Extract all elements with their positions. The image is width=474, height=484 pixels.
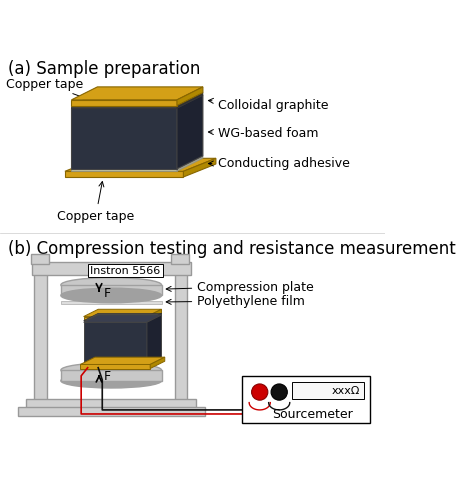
Polygon shape — [72, 96, 203, 109]
Text: Conducting adhesive: Conducting adhesive — [209, 157, 349, 170]
Polygon shape — [65, 172, 183, 178]
Bar — [242, 376, 370, 423]
Polygon shape — [72, 106, 177, 109]
Polygon shape — [72, 156, 203, 169]
Polygon shape — [72, 101, 177, 106]
Ellipse shape — [61, 374, 162, 388]
Bar — [18, 408, 205, 416]
Text: Copper tape: Copper tape — [57, 182, 135, 223]
Bar — [61, 302, 162, 304]
Polygon shape — [83, 317, 147, 321]
Text: Compression plate: Compression plate — [166, 280, 314, 293]
Bar — [26, 399, 196, 408]
Polygon shape — [183, 159, 216, 178]
Text: F: F — [104, 286, 111, 299]
Text: Copper tape: Copper tape — [6, 78, 94, 103]
Polygon shape — [72, 93, 203, 106]
Bar — [32, 263, 191, 275]
Ellipse shape — [61, 288, 162, 303]
Polygon shape — [147, 315, 162, 365]
Bar — [31, 255, 49, 264]
Polygon shape — [72, 109, 177, 169]
Polygon shape — [65, 159, 216, 172]
Text: WG-based foam: WG-based foam — [209, 127, 318, 140]
Polygon shape — [83, 310, 162, 317]
Ellipse shape — [61, 278, 162, 293]
Ellipse shape — [61, 363, 162, 378]
Polygon shape — [83, 314, 162, 321]
Polygon shape — [83, 321, 147, 323]
Polygon shape — [72, 169, 177, 172]
Polygon shape — [150, 357, 165, 369]
Polygon shape — [177, 88, 203, 106]
Polygon shape — [81, 357, 165, 365]
Polygon shape — [147, 310, 162, 321]
Polygon shape — [147, 314, 162, 323]
Polygon shape — [83, 315, 162, 323]
Bar — [34, 266, 47, 404]
Polygon shape — [177, 156, 203, 172]
Bar — [61, 286, 162, 296]
Polygon shape — [177, 93, 203, 109]
Circle shape — [252, 384, 268, 400]
Polygon shape — [72, 88, 203, 101]
Polygon shape — [83, 323, 147, 365]
Bar — [171, 255, 189, 264]
Text: F: F — [104, 369, 111, 382]
Text: Colloidal graphite: Colloidal graphite — [209, 99, 328, 112]
Bar — [108, 275, 114, 286]
Bar — [88, 264, 163, 277]
Text: Instron 5566: Instron 5566 — [90, 266, 160, 276]
Circle shape — [271, 384, 287, 400]
Text: (b) Compression testing and resistance measurement: (b) Compression testing and resistance m… — [8, 240, 456, 258]
Text: Polyethylene film: Polyethylene film — [166, 295, 305, 308]
Polygon shape — [81, 365, 150, 369]
Text: Sourcemeter: Sourcemeter — [272, 407, 353, 420]
Text: (a) Sample preparation: (a) Sample preparation — [8, 60, 201, 78]
Bar — [61, 370, 162, 381]
Polygon shape — [177, 96, 203, 169]
Bar — [292, 382, 364, 399]
Bar — [174, 266, 188, 404]
Text: xxxΩ: xxxΩ — [332, 386, 360, 395]
